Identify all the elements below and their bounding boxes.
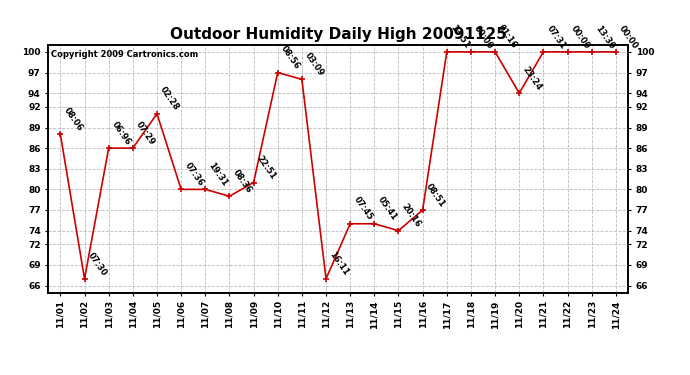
Text: 03:09: 03:09	[304, 51, 326, 78]
Text: Copyright 2009 Cartronics.com: Copyright 2009 Cartronics.com	[51, 50, 199, 59]
Text: 07:30: 07:30	[86, 251, 108, 278]
Text: 00:00: 00:00	[473, 24, 495, 51]
Text: 22:51: 22:51	[255, 154, 278, 181]
Text: 07:36: 07:36	[183, 161, 205, 188]
Text: 16:11: 16:11	[328, 250, 351, 278]
Text: 07:29: 07:29	[135, 120, 157, 147]
Text: 13:30: 13:30	[593, 24, 615, 51]
Text: 08:36: 08:36	[231, 168, 253, 195]
Text: 08:56: 08:56	[279, 44, 302, 71]
Text: 00:00: 00:00	[618, 24, 640, 51]
Text: 05:41: 05:41	[376, 195, 398, 222]
Text: 00:00: 00:00	[569, 24, 591, 51]
Text: 19:31: 19:31	[207, 161, 229, 188]
Text: 13:51: 13:51	[448, 23, 471, 51]
Text: 08:51: 08:51	[424, 182, 446, 209]
Text: 08:06: 08:06	[62, 106, 84, 133]
Title: Outdoor Humidity Daily High 20091125: Outdoor Humidity Daily High 20091125	[170, 27, 506, 42]
Text: 01:16: 01:16	[497, 23, 519, 51]
Text: 07:45: 07:45	[352, 195, 374, 222]
Text: 07:31: 07:31	[545, 24, 567, 51]
Text: 23:24: 23:24	[521, 64, 543, 92]
Text: 02:28: 02:28	[159, 86, 181, 112]
Text: 06:96: 06:96	[110, 120, 132, 147]
Text: 20:16: 20:16	[400, 202, 422, 229]
